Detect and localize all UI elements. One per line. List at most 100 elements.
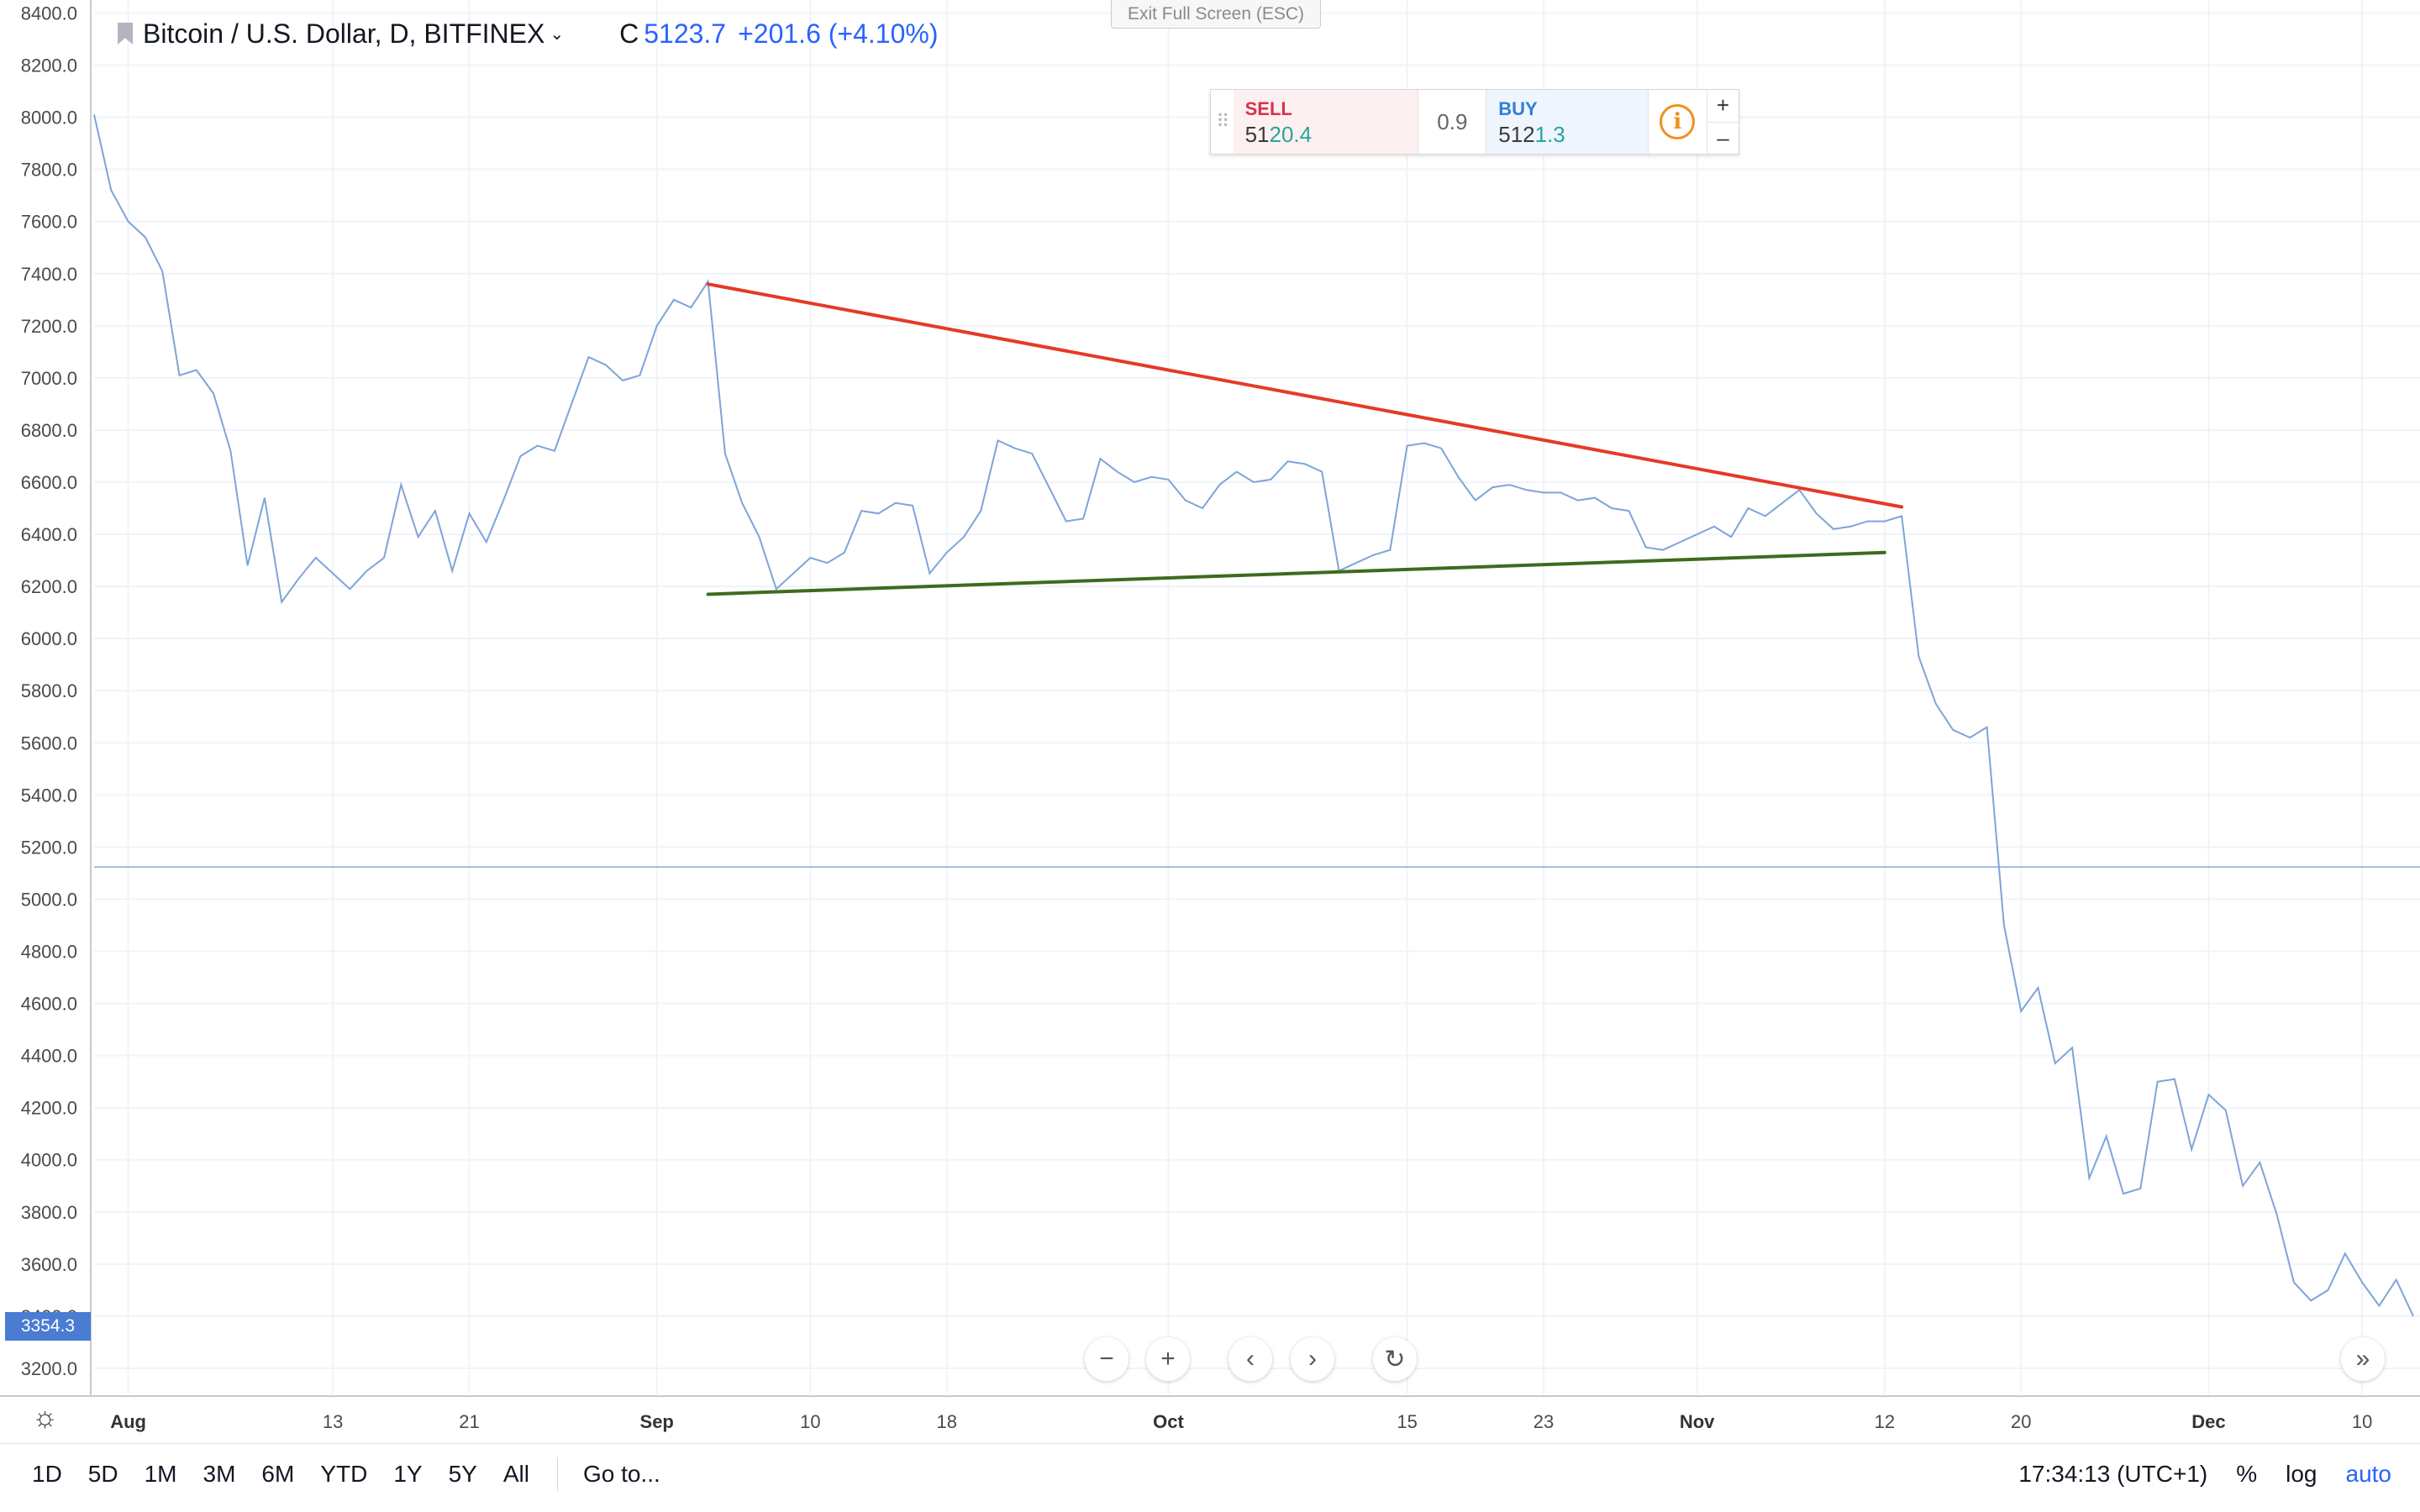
price-change: +201.6 (+4.10%) xyxy=(738,18,939,49)
increase-button[interactable]: + xyxy=(1716,92,1730,118)
y-tick-label: 8200.0 xyxy=(21,55,77,76)
x-tick-label: Oct xyxy=(1153,1411,1184,1432)
chart-legend: Bitcoin / U.S. Dollar, D, BITFINEX ⌄ C 51… xyxy=(118,15,938,52)
goto-date-button[interactable]: Go to... xyxy=(582,1460,660,1487)
x-tick-label: Sep xyxy=(640,1411,674,1432)
y-tick-label: 7600.0 xyxy=(21,212,77,233)
zoom-in-button[interactable]: + xyxy=(1146,1337,1190,1381)
range-3m-button[interactable]: 3M xyxy=(203,1460,236,1487)
y-tick-label: 6200.0 xyxy=(21,576,77,597)
y-tick-label: 4600.0 xyxy=(21,994,77,1015)
close-price: C 5123.7 xyxy=(619,18,726,50)
range-selector: 1D 5D 1M 3M 6M YTD 1Y 5Y All xyxy=(32,1461,555,1488)
y-tick-label: 6800.0 xyxy=(21,420,77,441)
y-tick-label: 7200.0 xyxy=(21,316,77,337)
symbol-selector[interactable]: Bitcoin / U.S. Dollar, D, BITFINEX ⌄ xyxy=(143,18,564,50)
cursor-price-badge: 3354.3 xyxy=(5,1312,91,1341)
x-tick-label: 23 xyxy=(1534,1411,1554,1432)
y-tick-label: 6600.0 xyxy=(21,472,77,493)
range-ytd-button[interactable]: YTD xyxy=(320,1460,368,1487)
y-tick-label: 5400.0 xyxy=(21,785,77,806)
range-1y-button[interactable]: 1Y xyxy=(393,1460,423,1487)
y-tick-label: 7000.0 xyxy=(21,368,77,389)
price-series-line[interactable] xyxy=(93,114,2414,1317)
percent-scale-toggle[interactable]: % xyxy=(2236,1460,2258,1487)
y-tick-label: 5000.0 xyxy=(21,889,77,910)
buy-button[interactable]: BUY 5121.3 xyxy=(1486,90,1648,154)
settings-icon[interactable]: ☼ xyxy=(32,1401,59,1433)
range-1m-button[interactable]: 1M xyxy=(144,1460,177,1487)
buy-price-major: 512 xyxy=(1498,122,1535,147)
quantity-stepper: + – xyxy=(1706,90,1739,155)
flag-icon[interactable] xyxy=(118,23,133,45)
y-tick-label: 6000.0 xyxy=(21,628,77,649)
x-tick-label: 10 xyxy=(800,1411,820,1432)
scale-options: 17:34:13 (UTC+1) % log auto xyxy=(2018,1461,2391,1488)
y-tick-label: 7400.0 xyxy=(21,264,77,285)
y-tick-label: 4200.0 xyxy=(21,1098,77,1119)
sell-button[interactable]: SELL 5120.4 xyxy=(1233,90,1418,154)
reset-chart-button[interactable]: ↻ xyxy=(1373,1337,1417,1381)
x-tick-label: Nov xyxy=(1680,1411,1715,1432)
auto-scale-toggle[interactable]: auto xyxy=(2345,1460,2392,1487)
exit-fullscreen-button[interactable]: Exit Full Screen (ESC) xyxy=(1111,0,1321,29)
y-tick-label: 8400.0 xyxy=(21,3,77,24)
y-tick-label: 4000.0 xyxy=(21,1150,77,1171)
support-trendline[interactable] xyxy=(706,550,1886,596)
y-tick-label: 5800.0 xyxy=(21,680,77,701)
x-tick-label: 12 xyxy=(1875,1411,1895,1432)
x-tick-label: Dec xyxy=(2191,1411,2225,1432)
sell-price-minor: 20.4 xyxy=(1269,122,1313,147)
range-6m-button[interactable]: 6M xyxy=(261,1460,295,1487)
buy-price: 5121.3 xyxy=(1498,122,1635,148)
y-tick-label: 6400.0 xyxy=(21,524,77,545)
y-tick-label: 7800.0 xyxy=(21,160,77,181)
bottom-toolbar: 1D 5D 1M 3M 6M YTD 1Y 5Y All Go to... 17… xyxy=(0,1443,2420,1504)
chart-grid xyxy=(94,0,2420,1394)
log-scale-toggle[interactable]: log xyxy=(2286,1460,2317,1487)
range-5y-button[interactable]: 5Y xyxy=(448,1460,477,1487)
y-tick-label: 5200.0 xyxy=(21,837,77,858)
close-value: 5123.7 xyxy=(644,18,727,49)
chevron-down-icon: ⌄ xyxy=(550,24,565,44)
y-tick-label: 3600.0 xyxy=(21,1254,77,1275)
sell-label: SELL xyxy=(1244,98,1292,119)
info-button[interactable]: i xyxy=(1647,90,1707,154)
resistance-trendline[interactable] xyxy=(706,282,1904,509)
toolbar-divider xyxy=(556,1457,558,1491)
range-1d-button[interactable]: 1D xyxy=(32,1460,62,1487)
scroll-right-button[interactable]: › xyxy=(1291,1337,1334,1381)
spread-value: 0.9 xyxy=(1418,90,1487,154)
trendlines[interactable] xyxy=(706,282,1904,596)
y-axis-labels: 3200.03400.03600.03800.04000.04200.04400… xyxy=(21,3,77,1379)
x-tick-label: 13 xyxy=(323,1411,343,1432)
x-tick-label: Aug xyxy=(110,1411,146,1432)
symbol-name: Bitcoin / U.S. Dollar, D, BITFINEX xyxy=(143,18,545,49)
x-tick-label: 21 xyxy=(459,1411,479,1432)
y-tick-label: 3200.0 xyxy=(21,1358,77,1379)
drag-handle-icon[interactable]: ⠿ xyxy=(1216,111,1229,132)
y-tick-label: 3800.0 xyxy=(21,1202,77,1223)
buy-price-minor: 1.3 xyxy=(1534,122,1565,147)
decrease-button[interactable]: – xyxy=(1707,121,1739,155)
scroll-left-button[interactable]: ‹ xyxy=(1228,1337,1272,1381)
buy-label: BUY xyxy=(1498,98,1538,119)
x-tick-label: 10 xyxy=(2352,1411,2372,1432)
close-key: C xyxy=(619,18,639,49)
x-tick-label: 15 xyxy=(1397,1411,1417,1432)
scroll-to-realtime-button[interactable]: » xyxy=(2341,1337,2385,1381)
range-all-button[interactable]: All xyxy=(502,1460,529,1487)
info-icon: i xyxy=(1660,104,1696,139)
trading-panel: ⠿ SELL 5120.4 0.9 BUY 5121.3 i + – xyxy=(1210,89,1739,155)
sell-price: 5120.4 xyxy=(1245,122,1407,148)
x-tick-label: 18 xyxy=(936,1411,956,1432)
x-tick-label: 20 xyxy=(2011,1411,2031,1432)
y-tick-label: 5600.0 xyxy=(21,732,77,753)
clock-time[interactable]: 17:34:13 (UTC+1) xyxy=(2018,1460,2208,1487)
y-tick-label: 4800.0 xyxy=(21,942,77,963)
y-tick-label: 8000.0 xyxy=(21,108,77,129)
range-5d-button[interactable]: 5D xyxy=(87,1460,118,1487)
zoom-out-button[interactable]: − xyxy=(1085,1337,1128,1381)
sell-price-major: 51 xyxy=(1244,122,1270,147)
